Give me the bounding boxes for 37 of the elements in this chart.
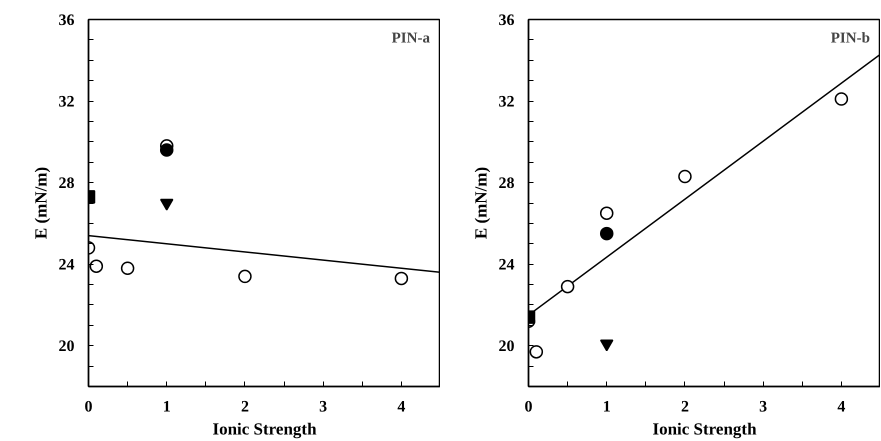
y-tick-label: 32 <box>58 94 74 111</box>
y-tick-label: 36 <box>498 12 514 29</box>
point <box>600 226 614 240</box>
point <box>160 143 174 157</box>
x-tick-label: 4 <box>837 398 846 416</box>
point <box>834 92 848 106</box>
x-tick-label: 1 <box>602 398 611 416</box>
y-tick-label: 32 <box>498 94 514 111</box>
annotation: PIN-a <box>392 30 430 47</box>
point <box>530 345 544 359</box>
y-axis-title: E (mN/m) <box>472 166 490 240</box>
point <box>238 270 252 284</box>
x-tick-label: 4 <box>397 398 406 416</box>
point <box>90 259 104 273</box>
point <box>120 262 134 275</box>
annotation: PIN-b <box>830 30 870 47</box>
y-tick-label: 20 <box>498 338 514 356</box>
x-tick-label: 2 <box>680 398 689 416</box>
point <box>394 272 408 286</box>
x-tick-label: 3 <box>759 398 768 416</box>
point <box>560 280 574 294</box>
y-tick-label: 28 <box>58 175 74 192</box>
point <box>600 206 614 220</box>
y-tick-label: 28 <box>498 175 514 192</box>
point <box>678 170 692 184</box>
y-tick-label: 20 <box>58 338 74 356</box>
x-tick-label: 0 <box>524 398 532 416</box>
y-tick-label: 36 <box>58 12 74 29</box>
y-tick-label: 24 <box>498 256 514 274</box>
y-tick-label: 24 <box>58 256 74 274</box>
x-tick-label: 1 <box>162 398 171 416</box>
y-axis-title: E (mN/m) <box>32 166 50 240</box>
x-axis-title: Ionic Strength <box>212 420 318 438</box>
x-axis-title: Ionic Strength <box>652 420 758 438</box>
x-tick-label: 3 <box>319 398 328 416</box>
x-tick-label: 2 <box>240 398 249 416</box>
x-tick-label: 0 <box>84 398 92 416</box>
